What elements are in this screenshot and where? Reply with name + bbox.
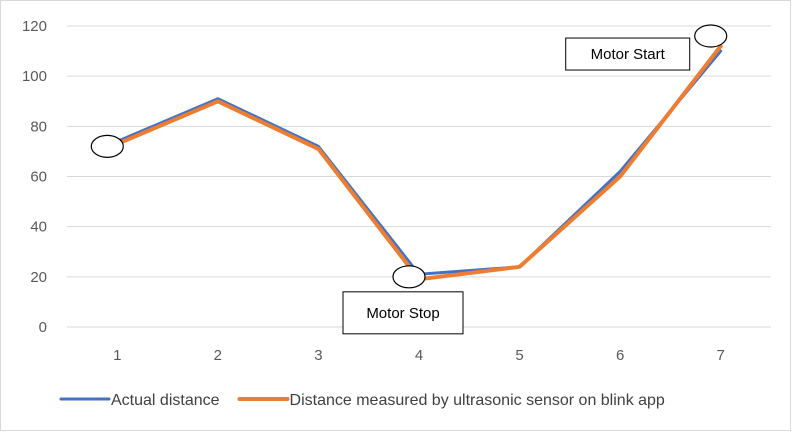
legend-label-2: Distance measured by ultrasonic sensor o… [290, 392, 665, 409]
y-tick-label-80: 80 [30, 118, 47, 135]
y-tick-label-100: 100 [22, 68, 47, 85]
x-tick-label-6: 6 [616, 347, 624, 364]
y-axis-tick-labels: 0 20 40 60 80 100 120 [22, 18, 47, 336]
series-line-2 [115, 44, 723, 282]
y-tick-label-0: 0 [39, 319, 47, 336]
legend-label-1: Actual distance [111, 392, 220, 409]
highlight-circle-7 [694, 24, 728, 48]
series-lines [115, 44, 723, 282]
highlight-circle-1 [90, 134, 124, 158]
annotation-label-2: Motor Stop [366, 305, 439, 322]
x-axis-tick-labels: 1 2 3 4 5 6 7 [113, 347, 725, 364]
gridlines [67, 25, 771, 328]
y-tick-label-40: 40 [30, 219, 47, 236]
x-tick-label-5: 5 [515, 347, 523, 364]
x-tick-label-3: 3 [314, 347, 322, 364]
annotation-box-2 [342, 291, 464, 335]
highlight-circle-4 [392, 265, 426, 289]
annotation-box-1 [565, 37, 691, 71]
y-tick-label-60: 60 [30, 169, 47, 186]
x-tick-label-1: 1 [113, 347, 121, 364]
y-tick-label-120: 120 [22, 18, 47, 35]
annotations: Motor Start Motor Stop [342, 37, 691, 335]
x-tick-label-4: 4 [415, 347, 423, 364]
x-tick-label-2: 2 [214, 347, 222, 364]
highlight-markers [90, 24, 728, 289]
legend: Actual distance Distance measured by ultr… [59, 392, 665, 409]
annotation-label-1: Motor Start [591, 46, 666, 63]
x-tick-label-7: 7 [717, 347, 725, 364]
y-tick-label-20: 20 [30, 269, 47, 286]
